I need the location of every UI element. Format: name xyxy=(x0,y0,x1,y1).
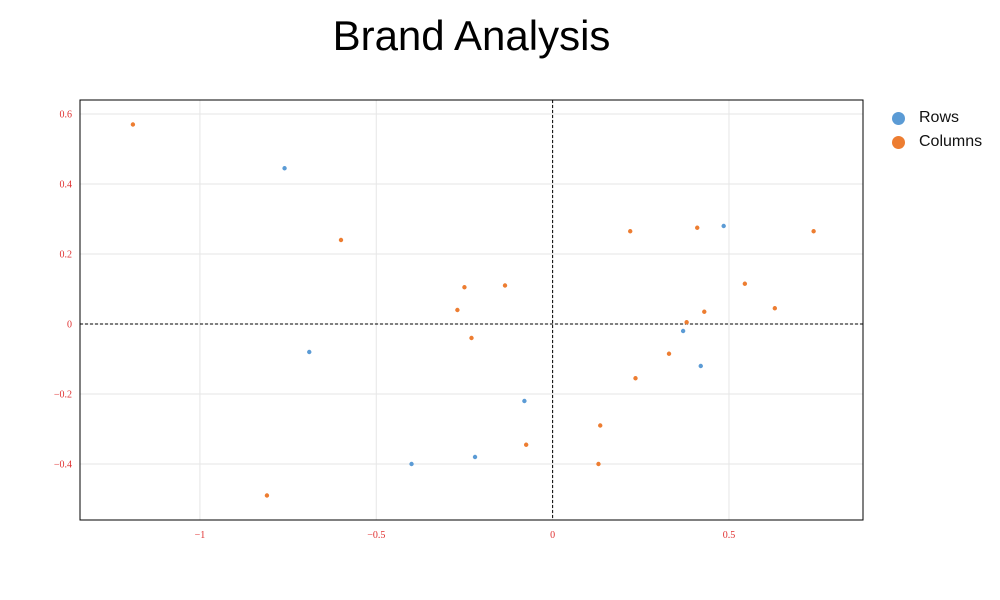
tick-labels: −1 −0.5 0 0.5 0.6 0.4 0.2 0 −0.2 −0.4 xyxy=(54,110,735,542)
series-columns xyxy=(130,122,816,498)
columns-point[interactable] xyxy=(502,283,508,288)
reference-lines xyxy=(80,100,863,520)
columns-point[interactable] xyxy=(695,225,700,230)
rows-marker-icon xyxy=(892,111,905,125)
columns-point[interactable] xyxy=(811,229,816,234)
y-tick-label: 0.4 xyxy=(60,180,73,191)
y-tick-label: −0.4 xyxy=(54,460,72,471)
rows-point[interactable] xyxy=(409,461,414,467)
columns-point[interactable] xyxy=(684,320,689,325)
columns-point[interactable] xyxy=(772,306,778,311)
columns-point[interactable] xyxy=(455,307,460,313)
columns-point[interactable] xyxy=(702,309,707,314)
x-tick-label: 0 xyxy=(550,530,555,541)
y-tick-label: 0.6 xyxy=(60,110,73,121)
x-tick-label: −0.5 xyxy=(367,530,385,541)
rows-point[interactable] xyxy=(307,349,312,355)
columns-point[interactable] xyxy=(338,237,344,243)
columns-point[interactable] xyxy=(596,461,601,467)
columns-point[interactable] xyxy=(469,335,474,341)
columns-point[interactable] xyxy=(462,285,467,290)
columns-point[interactable] xyxy=(264,493,270,498)
y-tick-label: −0.2 xyxy=(54,390,72,401)
legend: Rows Columns xyxy=(892,106,982,154)
x-tick-label: −1 xyxy=(195,530,206,541)
rows-point[interactable] xyxy=(472,454,478,460)
columns-point[interactable] xyxy=(598,423,603,428)
series-rows xyxy=(282,166,726,467)
rows-point[interactable] xyxy=(721,223,726,229)
columns-point[interactable] xyxy=(523,442,529,447)
columns-point[interactable] xyxy=(633,376,638,381)
plot-frame xyxy=(79,99,864,521)
columns-marker-icon xyxy=(892,135,905,149)
data-points xyxy=(130,122,816,498)
x-tick-label: 0.5 xyxy=(723,530,736,541)
legend-item-rows[interactable]: Rows xyxy=(892,106,982,130)
grid-lines xyxy=(80,100,863,520)
legend-item-columns[interactable]: Columns xyxy=(892,130,982,154)
columns-point[interactable] xyxy=(628,229,633,234)
chart-title: Brand Analysis xyxy=(332,12,611,59)
rows-point[interactable] xyxy=(282,166,287,171)
y-tick-label: 0.2 xyxy=(60,250,73,261)
columns-point[interactable] xyxy=(130,122,136,127)
columns-point[interactable] xyxy=(666,351,672,356)
rows-point[interactable] xyxy=(522,398,527,404)
rows-point[interactable] xyxy=(680,328,686,334)
legend-label-columns: Columns xyxy=(919,133,983,150)
rows-point[interactable] xyxy=(698,363,703,369)
legend-label-rows: Rows xyxy=(919,109,960,126)
y-tick-label: 0 xyxy=(67,320,72,331)
columns-point[interactable] xyxy=(742,281,748,286)
